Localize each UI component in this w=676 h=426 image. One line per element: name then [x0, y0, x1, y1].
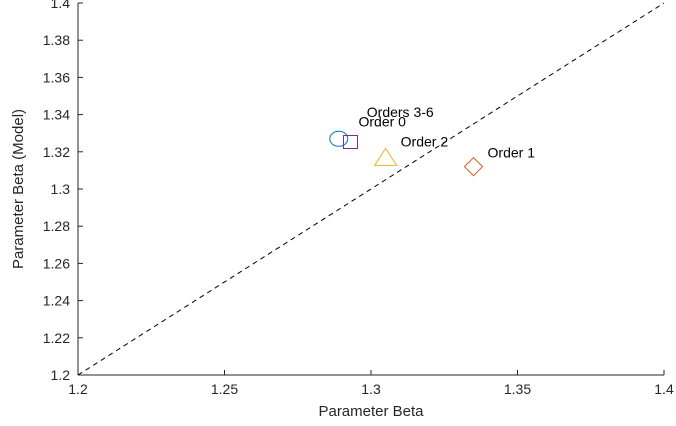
y-tick-label: 1.3 [51, 181, 71, 197]
point-marker-diamond [463, 156, 484, 177]
y-tick-label: 1.2 [51, 367, 71, 383]
point-marker-triangle [373, 147, 398, 166]
y-axis-title: Parameter Beta (Model) [10, 109, 27, 269]
y-tick-label: 1.4 [51, 0, 71, 11]
point-label: Orders 3-6 [367, 104, 434, 120]
identity-reference-line [77, 2, 665, 376]
x-tick-label: 1.25 [211, 381, 238, 397]
point-marker-circle [329, 130, 349, 147]
y-tick-label: 1.34 [43, 107, 70, 123]
point-marker-square [342, 135, 358, 149]
y-tick-label: 1.26 [43, 255, 70, 271]
point-label: Order 2 [401, 133, 449, 149]
point-label: Order 1 [488, 145, 536, 161]
y-tick-label: 1.32 [43, 144, 70, 160]
y-tick-label: 1.28 [43, 218, 70, 234]
x-tick-label: 1.35 [504, 381, 531, 397]
point-label: Order 0 [358, 114, 406, 130]
x-tick-label: 1.4 [654, 381, 674, 397]
x-axis-title: Parameter Beta [318, 403, 424, 420]
y-tick-label: 1.36 [43, 69, 70, 85]
y-tick-label: 1.24 [43, 293, 70, 309]
x-tick-label: 1.2 [68, 381, 88, 397]
y-tick-label: 1.22 [43, 330, 70, 346]
y-tick-label: 1.38 [43, 32, 70, 48]
x-tick-label: 1.3 [361, 381, 381, 397]
